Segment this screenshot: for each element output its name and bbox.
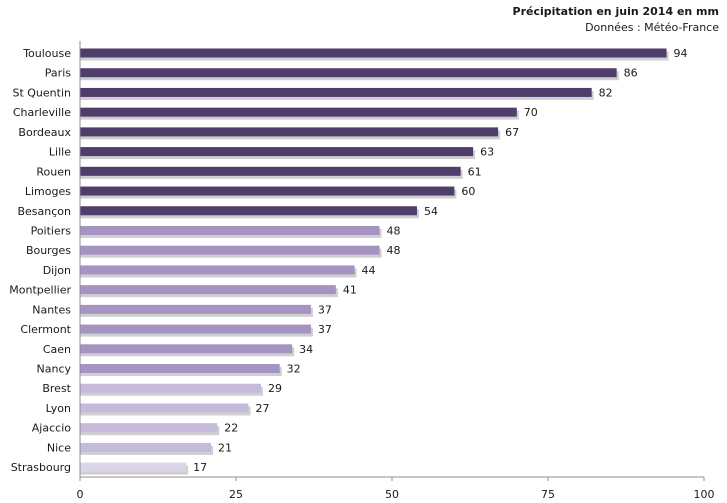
- category-label: St Quentin: [12, 86, 71, 99]
- x-tick-label: 0: [77, 488, 84, 501]
- bars-group: [80, 48, 669, 475]
- value-label: 48: [387, 224, 401, 237]
- bar: [80, 206, 417, 216]
- value-labels: 94 86 82 70 67 63 61 60 54 48 48 44 41 37 37 34 32 29 27 22…: [193, 47, 687, 474]
- category-label: Caen: [43, 343, 71, 356]
- x-tick-label: 100: [694, 488, 715, 501]
- category-label: Rouen: [36, 165, 71, 178]
- bar: [80, 107, 517, 117]
- bar: [80, 127, 499, 137]
- category-label: Bordeaux: [18, 126, 71, 139]
- category-label: Nantes: [32, 303, 71, 316]
- value-label: 37: [318, 303, 332, 316]
- value-label: 54: [424, 205, 438, 218]
- bar: [80, 147, 474, 157]
- value-label: 67: [505, 126, 519, 139]
- bar: [80, 442, 212, 452]
- bar: [80, 48, 667, 58]
- x-tick-label: 50: [385, 488, 399, 501]
- bar: [80, 403, 249, 413]
- value-label: 44: [362, 264, 376, 277]
- category-label: Paris: [45, 67, 71, 80]
- value-label: 41: [343, 284, 357, 297]
- category-label: Limoges: [25, 185, 71, 198]
- category-label: Besançon: [17, 205, 71, 218]
- value-label: 82: [599, 86, 613, 99]
- category-label: Ajaccio: [32, 422, 71, 435]
- category-label: Brest: [42, 382, 71, 395]
- bar: [80, 383, 261, 393]
- chart-title: Précipitation en juin 2014 en mm: [513, 5, 719, 18]
- bar: [80, 344, 293, 354]
- x-tick-label: 75: [541, 488, 555, 501]
- category-label: Lille: [49, 146, 71, 159]
- value-label: 60: [461, 185, 475, 198]
- category-label: Bourges: [26, 244, 71, 257]
- value-label: 27: [255, 402, 269, 415]
- value-label: 70: [524, 106, 538, 119]
- value-label: 63: [480, 146, 494, 159]
- category-label: Nancy: [37, 363, 72, 376]
- bar: [80, 285, 336, 295]
- category-label: Charleville: [13, 106, 71, 119]
- bar: [80, 265, 355, 275]
- category-label: Strasbourg: [11, 461, 71, 474]
- value-label: 94: [674, 47, 688, 60]
- value-label: 32: [287, 363, 301, 376]
- category-label: Montpellier: [9, 284, 71, 297]
- x-tick-label: 25: [229, 488, 243, 501]
- category-label: Dijon: [43, 264, 71, 277]
- value-label: 48: [387, 244, 401, 257]
- bar: [80, 324, 311, 334]
- category-label: Lyon: [46, 402, 71, 415]
- value-label: 37: [318, 323, 332, 336]
- value-label: 21: [218, 441, 232, 454]
- bar: [80, 166, 461, 176]
- bar: [80, 186, 455, 196]
- bar: [80, 245, 380, 255]
- category-label: Poitiers: [31, 224, 72, 237]
- value-label: 34: [299, 343, 313, 356]
- value-label: 22: [224, 422, 238, 435]
- bar: [80, 462, 187, 472]
- value-label: 29: [268, 382, 282, 395]
- bar: [80, 225, 380, 235]
- bar: [80, 304, 311, 314]
- category-label: Nice: [47, 441, 71, 454]
- x-axis: 0 25 50 75 100: [77, 41, 715, 501]
- value-label: 86: [624, 67, 638, 80]
- category-label: Toulouse: [22, 47, 71, 60]
- value-label: 17: [193, 461, 207, 474]
- bar: [80, 364, 280, 374]
- bar: [80, 68, 617, 78]
- bar: [80, 87, 592, 97]
- chart-subtitle: Données : Météo-France: [585, 21, 719, 34]
- category-label: Clermont: [20, 323, 71, 336]
- category-labels: Toulouse Paris St Quentin Charleville Bordea…: [9, 47, 71, 474]
- bar: [80, 423, 218, 433]
- value-label: 61: [468, 165, 482, 178]
